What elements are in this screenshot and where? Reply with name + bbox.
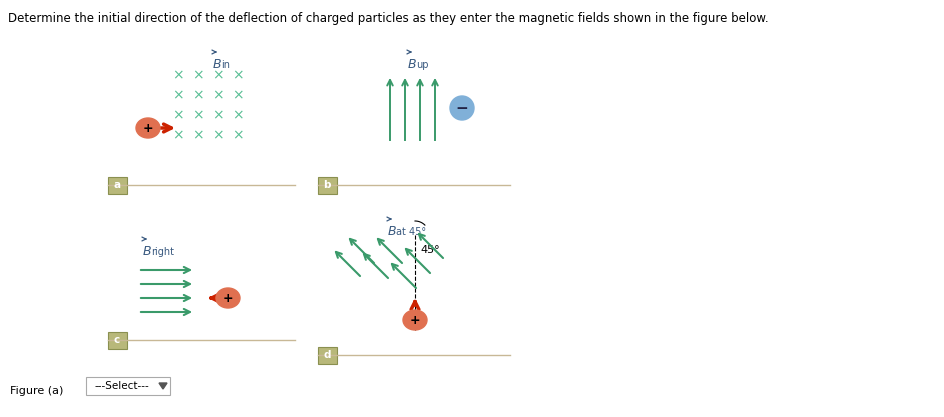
Text: ×: × [212,128,224,142]
Text: Determine the initial direction of the deflection of charged particles as they e: Determine the initial direction of the d… [8,12,768,25]
Circle shape [450,96,474,120]
Text: right: right [151,247,174,257]
Text: −: − [456,100,468,116]
Text: $B$: $B$ [212,58,222,71]
Text: at 45°: at 45° [396,227,426,237]
Text: b: b [323,180,330,190]
Text: c: c [114,335,120,345]
Text: +: + [410,314,420,327]
Text: ×: × [193,68,204,82]
Text: d: d [323,350,330,360]
Ellipse shape [403,310,427,330]
Text: ×: × [193,108,204,122]
Text: $B$: $B$ [142,245,152,258]
Text: +: + [223,291,233,304]
FancyBboxPatch shape [108,176,126,193]
Ellipse shape [216,288,240,308]
Ellipse shape [136,118,160,138]
Text: $B$: $B$ [387,225,396,238]
Text: ×: × [232,128,244,142]
Text: Figure (a): Figure (a) [10,386,63,396]
Text: ×: × [212,108,224,122]
Text: ×: × [172,88,184,102]
Text: +: + [143,121,153,135]
Text: ×: × [232,108,244,122]
Text: ×: × [193,128,204,142]
FancyBboxPatch shape [317,176,336,193]
Text: a: a [113,180,121,190]
FancyBboxPatch shape [108,332,126,349]
Polygon shape [159,383,167,389]
Text: up: up [416,60,429,70]
Text: $B$: $B$ [407,58,417,71]
FancyBboxPatch shape [317,347,336,364]
Text: ×: × [232,68,244,82]
Text: ×: × [212,88,224,102]
Text: ×: × [172,108,184,122]
Text: ×: × [193,88,204,102]
FancyBboxPatch shape [86,377,170,395]
Text: ---Select---: ---Select--- [94,381,149,391]
Text: 45°: 45° [420,245,440,255]
Text: in: in [221,60,230,70]
Text: ×: × [172,68,184,82]
Text: ×: × [172,128,184,142]
Text: ×: × [232,88,244,102]
Text: ×: × [212,68,224,82]
